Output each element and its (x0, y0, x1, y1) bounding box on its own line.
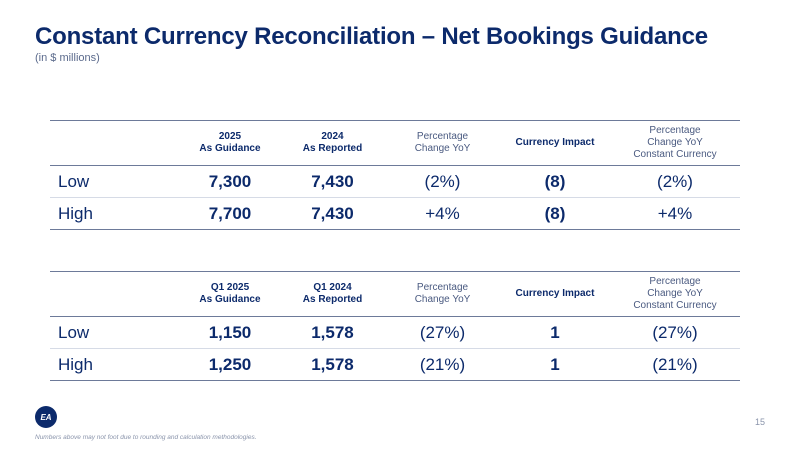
column-header-guidance: 2025 As Guidance (199, 131, 261, 154)
guidance-value: 7,700 (208, 203, 252, 223)
column-header-pct-change-cc: Percentage Change YoY Constant Currency (633, 125, 717, 160)
column-header-pct-change: Percentage Change YoY (414, 131, 471, 154)
table-row-low: Low 1,150 1,578 (27%) 1 (27%) (50, 317, 740, 349)
reported-value: 7,430 (311, 171, 354, 191)
pct-change-cc-value: (27%) (652, 322, 698, 342)
currency-impact-value: (8) (544, 203, 566, 223)
quarter-guidance-table: Q1 2025 As Guidance Q1 2024 As Reported Pe… (50, 271, 740, 381)
currency-impact-value: 1 (550, 354, 560, 374)
header-blank (50, 121, 180, 166)
page-number: 15 (754, 417, 765, 427)
column-header-currency-impact: Currency Impact (515, 137, 595, 148)
row-label: High (58, 203, 93, 223)
column-header-guidance: Q1 2025 As Guidance (199, 282, 261, 305)
guidance-value: 1,250 (208, 354, 252, 374)
footnote: Numbers above may not foot due to roundi… (35, 434, 257, 441)
table-row-high: High 7,700 7,430 +4% (8) +4% (50, 198, 740, 230)
pct-change-cc-value: (21%) (652, 354, 698, 374)
row-label: Low (58, 171, 90, 191)
reported-value: 1,578 (311, 354, 354, 374)
reported-value: 1,578 (311, 322, 354, 342)
column-header-reported: 2024 As Reported (302, 131, 363, 154)
row-label: Low (58, 322, 90, 342)
table-row-high: High 1,250 1,578 (21%) 1 (21%) (50, 349, 740, 381)
pct-change-value: +4% (425, 203, 460, 223)
page-subtitle: (in $ millions) (35, 52, 100, 64)
table-header-row: 2025 As Guidance 2024 As Reported Percenta… (50, 120, 740, 166)
guidance-value: 1,150 (208, 322, 252, 342)
header-blank (50, 272, 180, 317)
pct-change-cc-value: +4% (657, 203, 693, 223)
column-header-currency-impact: Currency Impact (515, 288, 595, 299)
pct-change-value: (2%) (424, 171, 461, 191)
column-header-pct-change-cc: Percentage Change YoY Constant Currency (633, 276, 717, 311)
currency-impact-value: (8) (544, 171, 566, 191)
pct-change-cc-value: (2%) (657, 171, 693, 191)
page-title: Constant Currency Reconciliation – Net B… (35, 23, 708, 50)
column-header-pct-change: Percentage Change YoY (414, 282, 471, 305)
row-label: High (58, 354, 93, 374)
pct-change-value: (27%) (419, 322, 466, 342)
table-row-low: Low 7,300 7,430 (2%) (8) (2%) (50, 166, 740, 198)
ea-logo-icon: EA (35, 406, 57, 428)
guidance-value: 7,300 (208, 171, 252, 191)
table-header-row: Q1 2025 As Guidance Q1 2024 As Reported Pe… (50, 271, 740, 317)
pct-change-value: (21%) (419, 354, 466, 374)
reported-value: 7,430 (311, 203, 354, 223)
annual-guidance-table: 2025 As Guidance 2024 As Reported Percenta… (50, 120, 740, 230)
column-header-reported: Q1 2024 As Reported (302, 282, 363, 305)
currency-impact-value: 1 (550, 322, 560, 342)
